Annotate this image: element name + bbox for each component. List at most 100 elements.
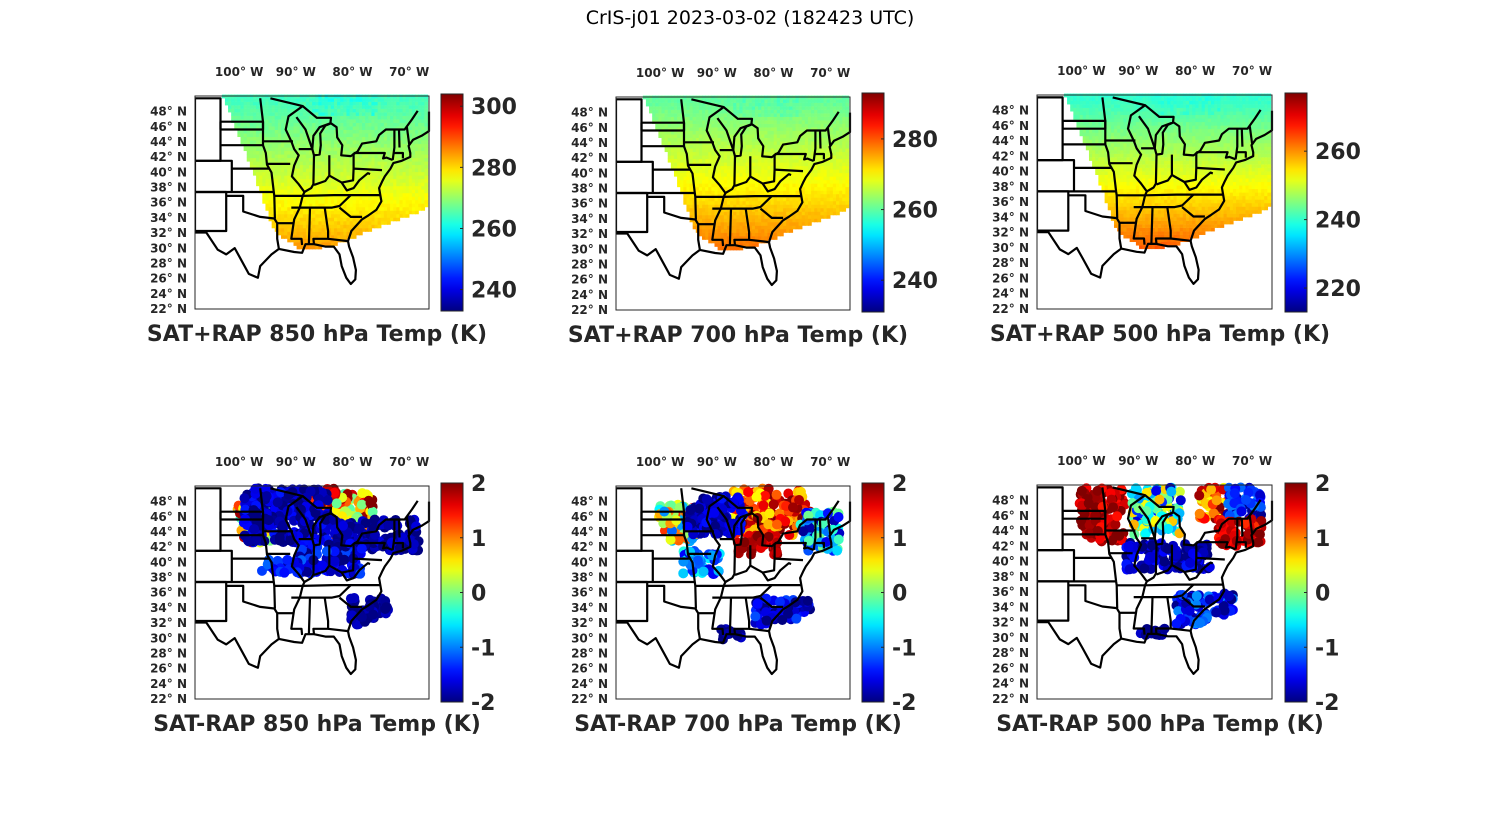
data-cell: [801, 172, 806, 177]
data-cell: [327, 105, 332, 109]
data-cell: [268, 213, 273, 218]
data-cell: [761, 225, 766, 230]
data-cell: [661, 116, 666, 121]
data-cell: [702, 134, 706, 139]
data-cell: [807, 116, 812, 121]
data-cell: [836, 99, 840, 103]
data-cell: [281, 157, 285, 162]
data-cell: [408, 98, 413, 102]
data-cell: [733, 148, 737, 153]
data-cell: [686, 169, 691, 174]
data-cell: [349, 210, 354, 215]
data-cell: [362, 143, 366, 148]
data-cell: [343, 168, 348, 173]
data-cell: [661, 106, 666, 110]
data-cell: [726, 102, 731, 107]
data-cell: [1226, 220, 1231, 225]
data-cell: [386, 147, 391, 152]
data-cell: [804, 204, 809, 209]
data-cell: [1129, 217, 1134, 221]
data-cell: [349, 220, 354, 225]
data-cell: [318, 98, 323, 102]
data-cell: [748, 232, 753, 237]
colorbar-tick-label: 300: [471, 95, 517, 120]
data-cell: [333, 231, 338, 236]
colorbar-tick-label: 280: [892, 128, 938, 153]
data-cell: [252, 133, 257, 138]
data-cell: [408, 206, 413, 211]
data-cell: [309, 199, 313, 204]
data-cell: [736, 214, 741, 219]
data-cell: [723, 200, 728, 205]
data-cell: [321, 231, 326, 236]
data-cell: [424, 147, 429, 152]
data-cell: [305, 206, 310, 211]
data-cell: [645, 102, 650, 107]
data-cell: [776, 186, 781, 191]
data-cell: [349, 161, 354, 166]
data-cell: [371, 175, 376, 180]
data-cell: [801, 102, 806, 107]
data-cell: [302, 136, 307, 141]
data-cell: [318, 185, 323, 190]
data-cell: [340, 129, 345, 134]
data-cell: [786, 134, 790, 139]
data-cell: [290, 164, 295, 169]
data-cell: [315, 112, 320, 116]
data-cell: [661, 123, 666, 128]
data-cell: [349, 105, 354, 109]
data-cell: [795, 144, 800, 149]
data-cell: [839, 155, 843, 160]
data-cell: [673, 130, 678, 135]
y-tick-label: 38° N: [150, 181, 187, 195]
data-cell: [758, 130, 762, 135]
data-cell: [368, 199, 373, 204]
data-cell: [321, 185, 326, 190]
data-cell: [368, 189, 373, 194]
data-cell: [405, 140, 410, 145]
data-cell: [1160, 220, 1165, 225]
data-cell: [714, 134, 719, 139]
data-cell: [1157, 213, 1162, 218]
data-cell: [396, 119, 401, 123]
data-cell: [415, 115, 419, 120]
data-cell: [343, 129, 348, 134]
data-cell: [309, 129, 313, 134]
data-cell: [368, 119, 373, 123]
state-outline: [397, 129, 401, 148]
data-cell: [692, 106, 697, 110]
data-cell: [686, 200, 691, 205]
data-cell: [296, 108, 301, 113]
data-cell: [711, 214, 716, 219]
data-cell: [773, 148, 778, 153]
data-cell: [309, 136, 313, 141]
data-cell: [720, 109, 725, 114]
data-cell: [826, 116, 831, 121]
data-cell: [402, 189, 407, 194]
data-cell: [1257, 209, 1262, 214]
data-cell: [415, 129, 419, 134]
data-cell: [817, 102, 822, 107]
data-cell: [408, 171, 413, 176]
data-cell: [237, 126, 242, 130]
data-cell: [1145, 227, 1150, 232]
data-cell: [281, 178, 285, 183]
data-cell: [256, 140, 260, 145]
data-cell: [333, 206, 338, 211]
data-cell: [424, 164, 429, 169]
data-cell: [293, 171, 298, 176]
data-cell: [717, 123, 722, 128]
data-cell: [754, 141, 759, 146]
data-cell: [795, 204, 800, 209]
data-cell: [418, 98, 422, 102]
data-cell: [683, 186, 688, 191]
data-cell: [792, 179, 797, 184]
data-cell: [745, 162, 750, 167]
data-cell: [277, 175, 282, 180]
data-cell: [274, 178, 279, 183]
data-cell: [698, 225, 703, 230]
data-cell: [402, 154, 407, 159]
data-cell: [271, 220, 276, 225]
data-cell: [271, 154, 276, 159]
data-cell: [686, 155, 691, 160]
